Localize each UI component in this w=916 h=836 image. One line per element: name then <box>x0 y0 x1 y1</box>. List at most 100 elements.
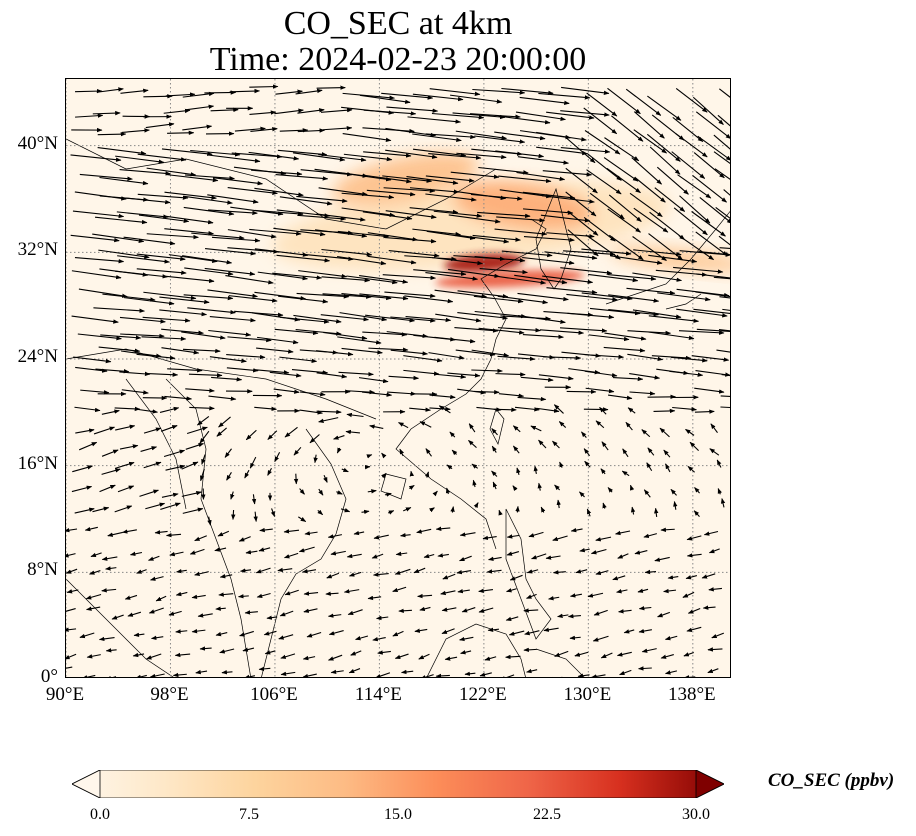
wind-vector <box>412 93 464 102</box>
wind-vector <box>657 292 711 302</box>
wind-vector <box>189 548 205 555</box>
wind-vector <box>403 355 443 363</box>
wind-vector <box>280 316 330 324</box>
wind-vector <box>474 135 526 144</box>
wind-vector <box>404 295 454 304</box>
wind-vector <box>388 375 419 381</box>
wind-vector <box>497 327 541 333</box>
wind-vector <box>176 568 187 574</box>
wind-vector <box>428 152 482 160</box>
wind-vector <box>165 92 196 97</box>
x-tick-label: 90°E <box>45 684 85 705</box>
wind-vector <box>98 249 150 259</box>
wind-vector <box>695 273 730 279</box>
wind-vector <box>607 87 641 115</box>
wind-vector <box>634 550 648 555</box>
wind-vector <box>392 586 407 593</box>
wind-vector <box>455 234 510 244</box>
wind-vector <box>493 275 547 285</box>
wind-vector <box>382 175 433 183</box>
wind-vector <box>78 288 128 298</box>
wind-vector <box>488 556 502 561</box>
wind-vector <box>554 650 569 657</box>
y-tick-label: 40°N <box>17 132 58 154</box>
wind-vector <box>297 214 347 221</box>
wind-vector <box>546 287 598 295</box>
wind-vector <box>165 464 186 471</box>
wind-vector <box>255 369 290 375</box>
wind-vector <box>440 590 456 596</box>
wind-vector <box>316 409 342 415</box>
wind-vector <box>470 193 523 201</box>
wind-vector <box>266 615 278 620</box>
wind-vector <box>565 191 597 217</box>
wind-vector <box>71 315 119 324</box>
wind-vector <box>692 174 727 203</box>
wind-vector <box>84 526 98 532</box>
wind-vector <box>721 374 730 377</box>
wind-vector <box>105 566 117 571</box>
wind-vector <box>181 331 226 340</box>
wind-vector <box>306 632 322 638</box>
wind-vector <box>707 647 723 652</box>
wind-vector <box>72 210 125 219</box>
wind-vector <box>322 293 372 299</box>
wind-vector <box>408 484 415 490</box>
wind-vector <box>460 650 472 655</box>
wind-vector <box>95 368 130 374</box>
colorbar-tick-label: 15.0 <box>384 806 412 823</box>
wind-vector <box>362 211 413 221</box>
wind-vector <box>94 216 148 225</box>
wind-vector <box>679 195 711 224</box>
wind-vector <box>569 593 583 598</box>
wind-vector <box>279 196 333 206</box>
wind-vector <box>695 231 728 257</box>
wind-vector <box>496 216 546 223</box>
wind-vector <box>685 428 695 436</box>
wind-vector <box>665 670 678 675</box>
wind-vector <box>89 570 101 575</box>
wind-vector <box>426 230 476 241</box>
wind-vector <box>93 307 145 313</box>
wind-vector <box>600 652 613 659</box>
wind-vector <box>146 167 197 177</box>
wind-vector <box>720 498 726 508</box>
wind-vector <box>385 149 438 159</box>
coastline-0 <box>395 218 547 550</box>
colorbar-tick-label: 30.0 <box>682 806 710 823</box>
wind-vector <box>142 316 191 323</box>
wind-vector <box>301 253 354 261</box>
wind-vector <box>619 669 632 676</box>
wind-vector <box>471 349 510 358</box>
wind-vector <box>627 353 664 362</box>
coastline-6 <box>165 378 252 677</box>
wind-vector <box>338 371 374 377</box>
wind-vector <box>687 465 696 473</box>
wind-vector <box>608 294 660 303</box>
wind-vector <box>316 372 348 379</box>
wind-vector <box>584 130 621 155</box>
wind-vector <box>584 460 591 468</box>
chart-title-line2: Time: 2024-02-23 20:00:00 <box>209 41 587 78</box>
wind-vector <box>136 569 147 574</box>
wind-vector <box>256 347 294 354</box>
wind-vector <box>660 654 674 659</box>
wind-vector <box>627 407 636 414</box>
wind-vector <box>523 235 575 243</box>
wind-vector <box>361 391 393 397</box>
wind-vector <box>284 426 298 438</box>
wind-vector <box>548 596 560 601</box>
wind-vector <box>691 211 726 237</box>
wind-vector <box>161 347 200 355</box>
wind-vector <box>479 268 528 275</box>
wind-vector <box>298 546 315 553</box>
wind-vector <box>657 611 671 618</box>
wind-vector <box>471 368 503 374</box>
wind-vector <box>348 571 362 577</box>
wind-vector <box>482 535 497 541</box>
wind-vector <box>302 655 316 661</box>
wind-vector <box>299 391 326 397</box>
wind-vector <box>425 175 475 183</box>
wind-vector <box>631 157 662 185</box>
wind-vector <box>328 654 343 661</box>
